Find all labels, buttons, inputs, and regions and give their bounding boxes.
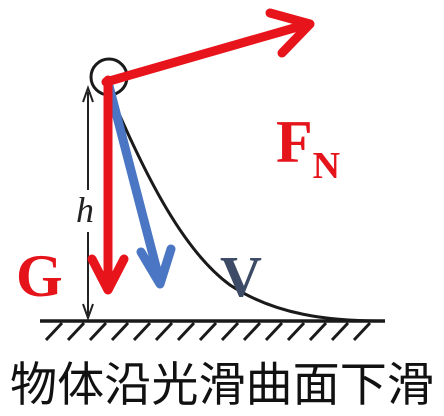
- height-indicator: [82, 85, 94, 321]
- curved-surface: [102, 79, 381, 323]
- gravity-arrow: [87, 75, 129, 295]
- normal-force-label: FN: [276, 109, 340, 187]
- normal-force-arrow: [101, 8, 315, 87]
- ground: [40, 319, 385, 342]
- velocity-label: V: [220, 244, 262, 309]
- gravity-label: G: [16, 243, 63, 309]
- normal-force-label-subscript: N: [313, 145, 340, 187]
- velocity-arrow: [103, 77, 176, 289]
- caption: 物体沿光滑曲面下滑: [10, 358, 434, 413]
- normal-force-label-main: F: [276, 109, 313, 175]
- height-label: h: [76, 190, 94, 230]
- ground-hatching: [44, 321, 372, 342]
